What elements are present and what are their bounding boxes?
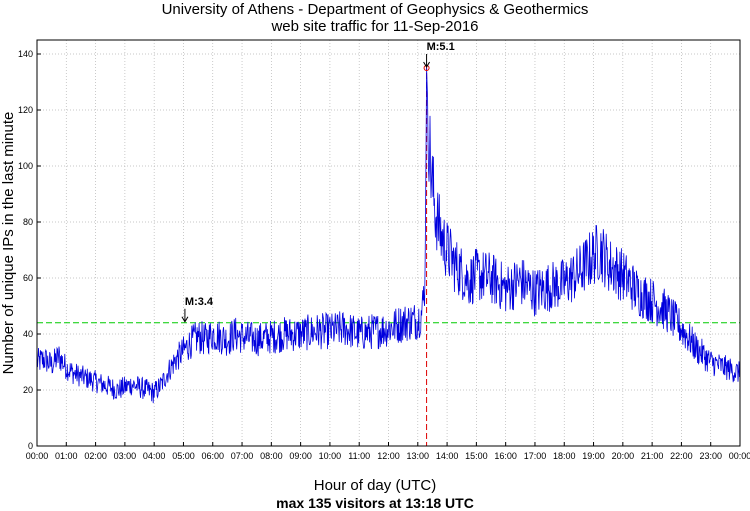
y-axis-label: Number of unique IPs in the last minute <box>0 112 17 375</box>
x-tick-label: 13:00 <box>407 451 430 461</box>
x-tick-label: 14:00 <box>436 451 459 461</box>
chart-title-line1: University of Athens - Department of Geo… <box>162 1 589 18</box>
x-tick-label: 19:00 <box>582 451 605 461</box>
x-tick-label: 05:00 <box>172 451 195 461</box>
x-tick-label: 21:00 <box>641 451 664 461</box>
plot-frame <box>36 39 741 447</box>
x-tick-label: 23:00 <box>699 451 722 461</box>
annotation-m51-label: M:5.1 <box>427 41 455 53</box>
x-tick-label: 04:00 <box>143 451 166 461</box>
x-tick-label: 15:00 <box>465 451 488 461</box>
x-tick-label: 09:00 <box>289 451 312 461</box>
x-tick-label: 17:00 <box>524 451 547 461</box>
annotation-m34-arrow-head <box>181 316 189 323</box>
x-tick-label: 18:00 <box>553 451 576 461</box>
x-tick-label: 22:00 <box>670 451 693 461</box>
series-layer <box>36 67 741 404</box>
x-tick-label: 02:00 <box>84 451 107 461</box>
chart-footer: max 135 visitors at 13:18 UTC <box>276 495 474 511</box>
plot-area <box>37 40 740 446</box>
series-line-visitors <box>36 67 741 404</box>
x-tick-label: 00:00 <box>26 451 49 461</box>
x-axis-label: Hour of day (UTC) <box>314 477 437 494</box>
x-tick-label: 11:00 <box>348 451 370 461</box>
x-tick-label: 07:00 <box>231 451 254 461</box>
x-tick-label: 03:00 <box>114 451 137 461</box>
y-tick-label: 80 <box>23 217 33 227</box>
x-tick-label: 10:00 <box>319 451 342 461</box>
x-tick-label: 12:00 <box>377 451 400 461</box>
chart-title-line2: web site traffic for 11-Sep-2016 <box>270 18 478 35</box>
annotations: M:3.4 M:5.1 <box>181 41 455 323</box>
x-tick-label: 06:00 <box>201 451 224 461</box>
y-tick-label: 120 <box>18 105 33 115</box>
x-tick-label: 20:00 <box>612 451 635 461</box>
y-tick-label: 20 <box>23 385 33 395</box>
y-tick-label: 100 <box>18 161 33 171</box>
x-tick-label: 16:00 <box>494 451 517 461</box>
annotation-m34-label: M:3.4 <box>185 296 214 308</box>
tick-labels: 0 20 40 60 80 100 120 140 00:00 01:00 02:00 03:00 04… <box>18 49 750 461</box>
y-tick-label: 40 <box>23 329 33 339</box>
y-tick-label: 140 <box>18 49 33 59</box>
y-tick-label: 60 <box>23 273 33 283</box>
annotation-m51-arrow-head <box>423 61 431 68</box>
y-tick-label: 0 <box>28 441 33 451</box>
x-tick-label: 08:00 <box>260 451 283 461</box>
x-tick-label: 00:00 <box>729 451 750 461</box>
x-tick-label: 01:00 <box>55 451 78 461</box>
